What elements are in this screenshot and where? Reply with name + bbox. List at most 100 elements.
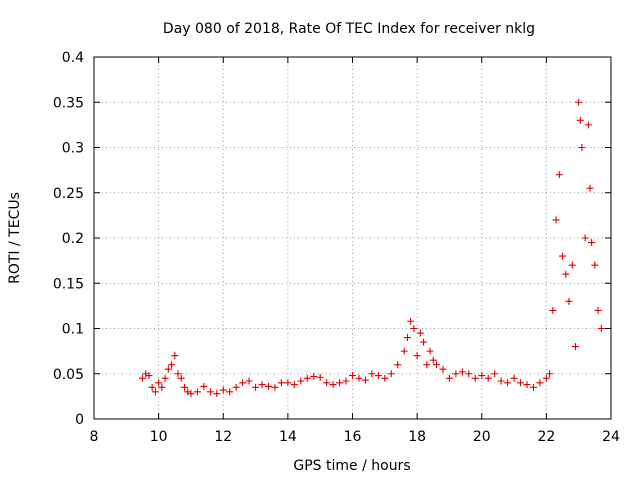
data-point (310, 372, 318, 380)
x-tick-label: 14 (279, 429, 297, 445)
data-point (252, 383, 260, 391)
data-point (546, 370, 554, 378)
data-point (536, 379, 544, 387)
data-point (184, 388, 192, 396)
data-point (148, 383, 156, 391)
data-point (562, 270, 570, 278)
data-point (271, 383, 279, 391)
data-point (323, 379, 331, 387)
data-point (433, 361, 441, 369)
data-point (277, 379, 285, 387)
data-point (161, 374, 169, 382)
data-point (138, 374, 146, 382)
data-point (588, 239, 596, 247)
data-point (355, 374, 363, 382)
data-point (297, 377, 305, 385)
data-point (565, 297, 573, 305)
data-point (245, 377, 253, 385)
data-point (416, 329, 424, 337)
data-point (213, 390, 221, 398)
data-point (584, 121, 592, 129)
data-point (491, 370, 499, 378)
data-point (349, 372, 356, 380)
data-point (576, 116, 584, 124)
data-point (171, 352, 179, 360)
data-point (597, 325, 605, 332)
grid-lines (94, 57, 611, 419)
data-point (523, 381, 531, 389)
data-point (368, 370, 376, 378)
data-point (497, 377, 505, 385)
data-point (177, 374, 185, 382)
data-point (445, 374, 453, 382)
y-tick-label: 0.15 (53, 276, 84, 292)
data-point (151, 388, 159, 396)
data-point (187, 390, 195, 398)
data-point (284, 379, 292, 387)
data-point (174, 370, 182, 378)
data-point (200, 382, 208, 390)
x-tick-label: 24 (602, 429, 620, 445)
data-point (336, 379, 344, 387)
x-tick-label: 10 (150, 429, 168, 445)
y-axis-label: ROTI / TECUs (7, 192, 23, 284)
data-point (403, 334, 411, 342)
data-point (303, 374, 311, 382)
data-point (420, 338, 428, 346)
data-point (206, 388, 214, 396)
data-point (316, 373, 324, 381)
data-point (452, 370, 460, 378)
data-point (568, 261, 576, 269)
data-point (471, 374, 479, 382)
y-tick-label: 0.4 (62, 50, 84, 66)
x-tick-label: 8 (90, 429, 99, 445)
data-point (342, 377, 350, 385)
data-point (578, 144, 586, 151)
data-point (407, 317, 415, 325)
data-point (484, 374, 492, 382)
data-point (155, 379, 163, 387)
data-point (555, 171, 563, 179)
y-tick-label: 0.35 (53, 95, 84, 111)
data-point (219, 386, 227, 394)
y-tick-label: 0.2 (62, 231, 84, 247)
x-tick-label: 12 (214, 429, 232, 445)
data-point (239, 379, 247, 387)
data-point (559, 252, 567, 260)
data-point (145, 372, 153, 380)
y-tick-label: 0 (75, 412, 84, 428)
data-point (439, 365, 447, 373)
data-point (168, 361, 176, 369)
data-point (394, 361, 402, 369)
data-point (329, 381, 337, 389)
data-point (549, 306, 557, 314)
plot-frame (93, 56, 612, 420)
data-point (458, 368, 466, 376)
x-tick-label: 16 (344, 429, 362, 445)
y-tick-label: 0.05 (53, 367, 84, 383)
data-point (158, 383, 166, 391)
data-point (258, 381, 266, 389)
data-point (426, 347, 434, 355)
chart-title: Day 080 of 2018, Rate Of TEC Index for r… (163, 21, 535, 37)
x-axis-label: GPS time / hours (293, 458, 410, 474)
data-point (586, 184, 594, 192)
data-points (138, 98, 605, 398)
data-point (504, 379, 512, 387)
data-point (575, 98, 583, 106)
data-point (180, 383, 188, 391)
data-point (290, 381, 298, 389)
y-tick-label: 0.25 (53, 186, 84, 202)
data-point (594, 306, 602, 314)
y-tick-labels: 0 0.05 0.1 0.15 0.2 0.25 0.3 0.35 0.4 (53, 50, 84, 428)
data-point (413, 352, 421, 360)
data-point (226, 388, 234, 396)
data-point (529, 383, 537, 391)
data-point (510, 374, 518, 382)
data-point (542, 374, 550, 382)
data-point (478, 372, 486, 380)
data-point (232, 383, 240, 391)
data-point (381, 374, 389, 382)
data-point (164, 365, 172, 373)
